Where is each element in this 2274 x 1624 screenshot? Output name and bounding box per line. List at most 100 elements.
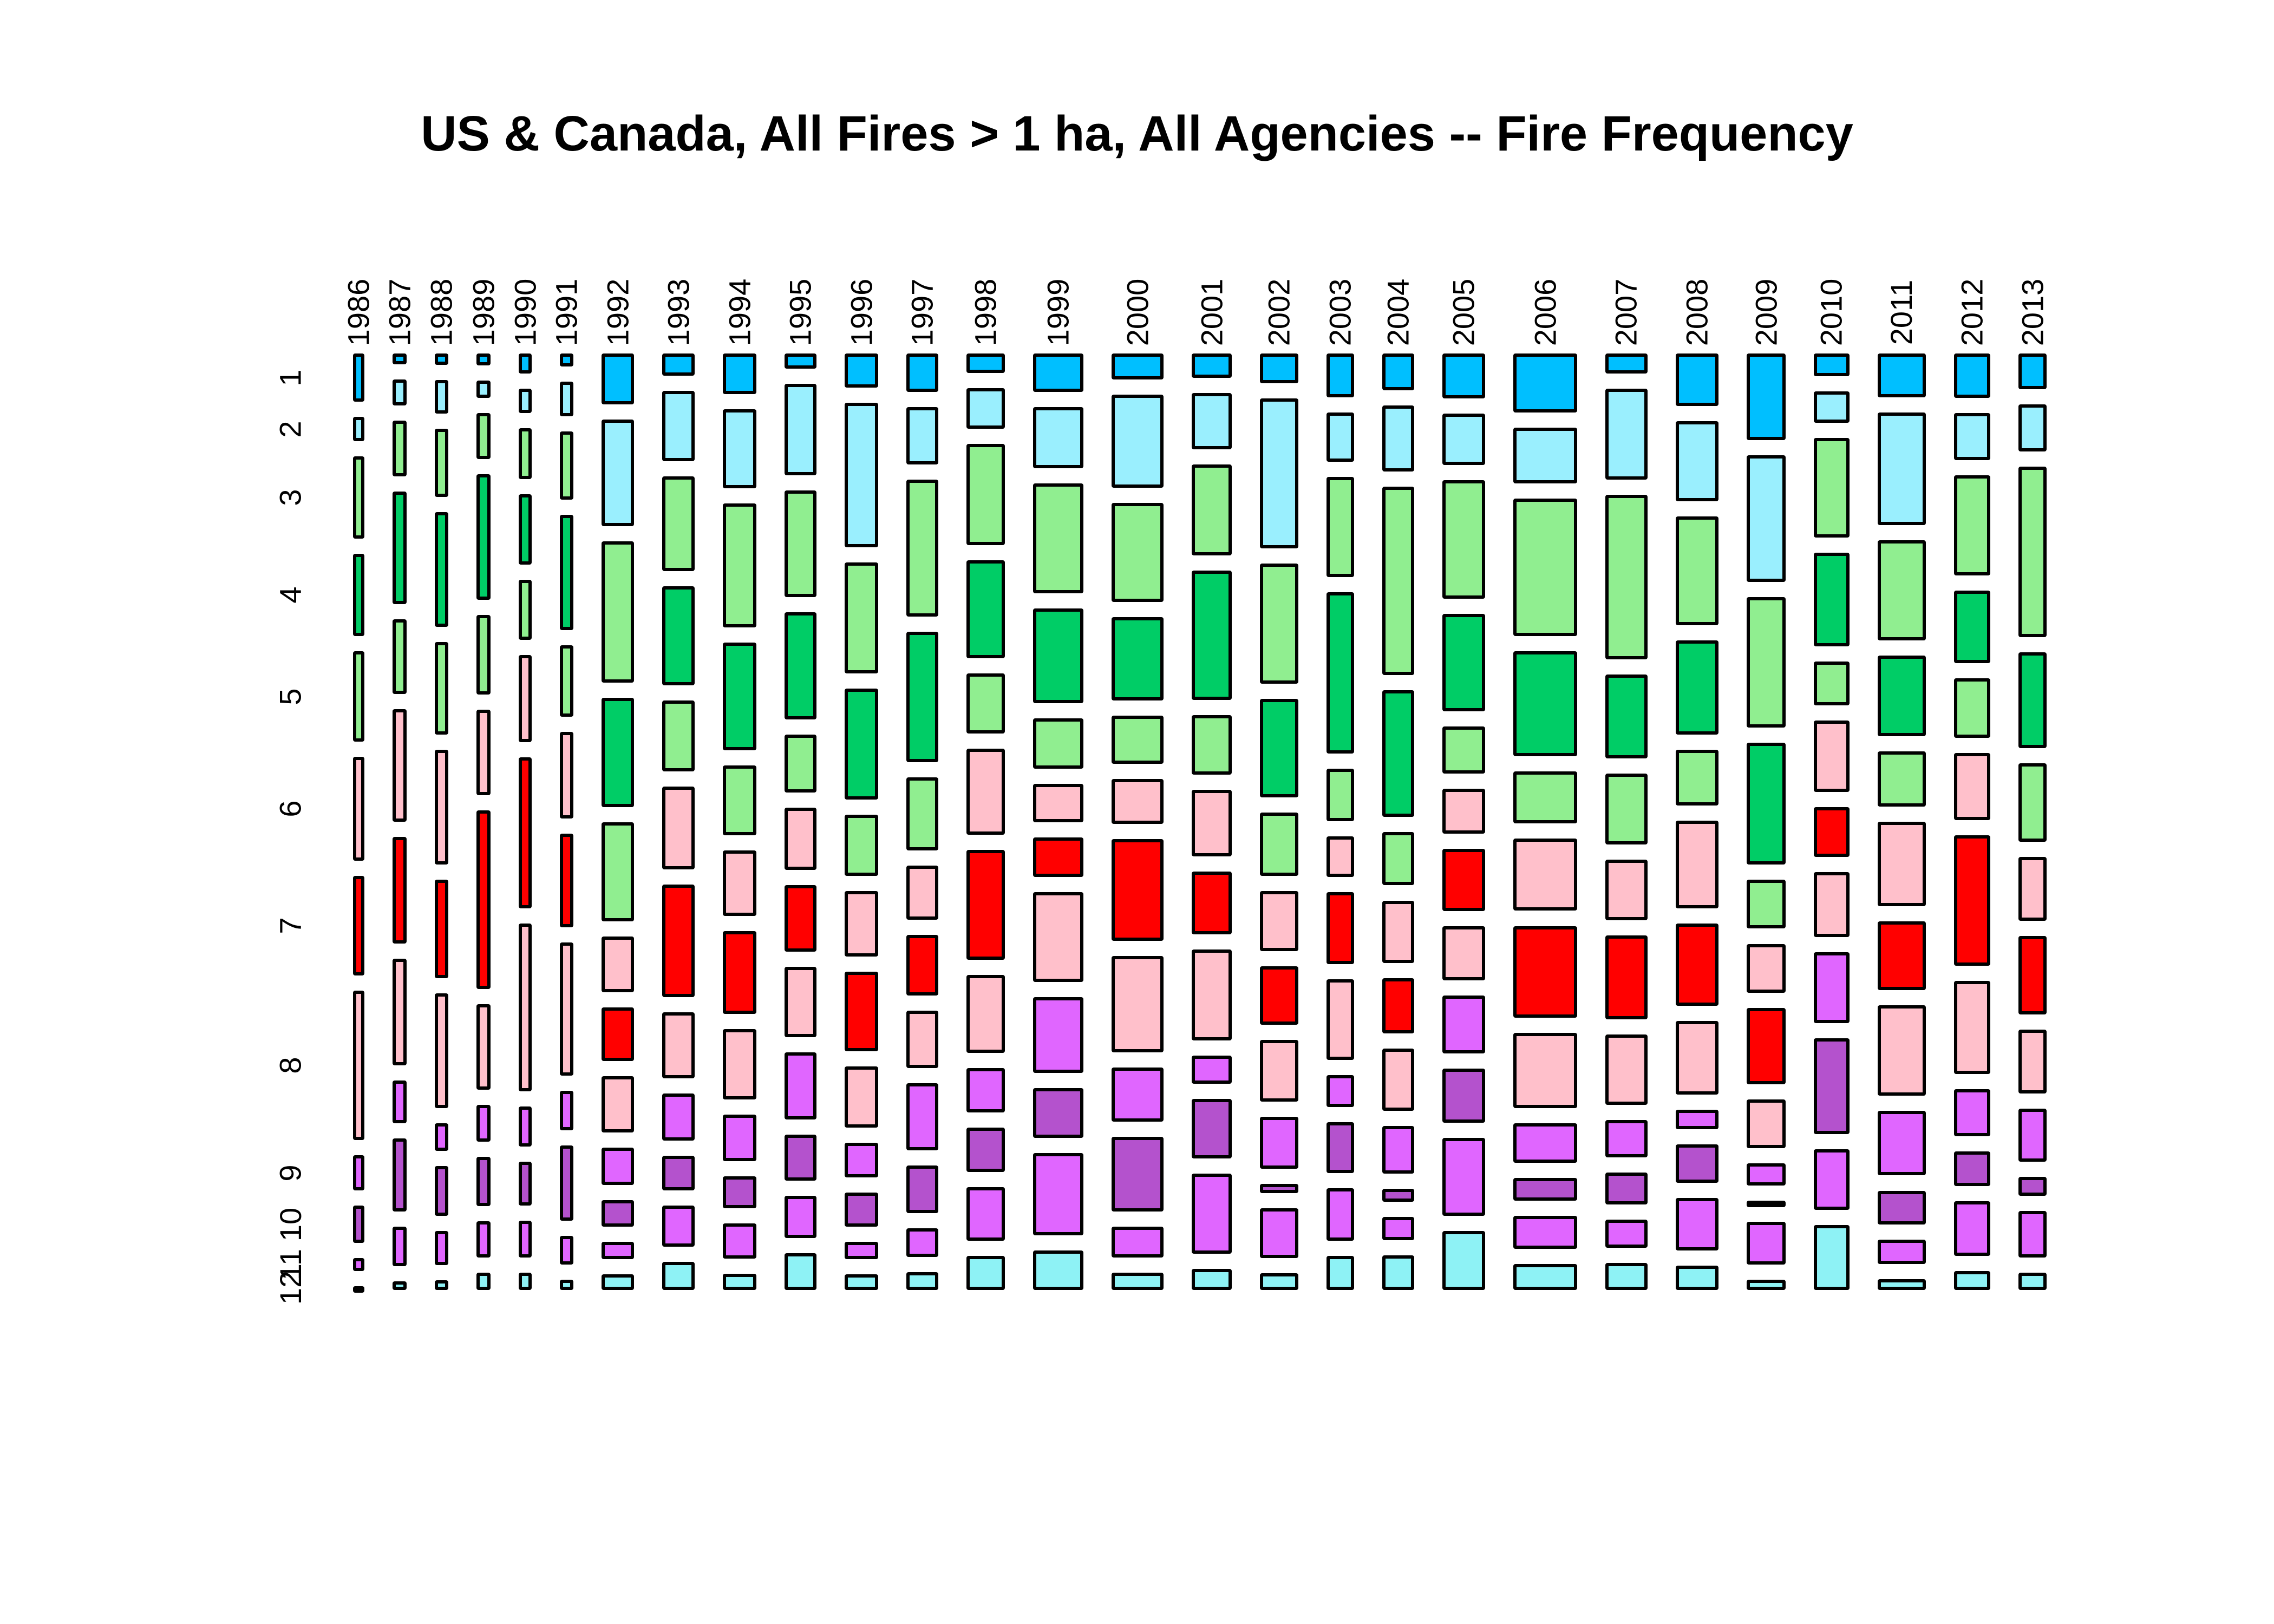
mosaic-cell-1988-m12 [434, 1280, 449, 1290]
mosaic-cell-1990-m1 [518, 353, 532, 374]
mosaic-cell-1998-m7 [966, 849, 1005, 960]
mosaic-cell-2002-m5 [1260, 813, 1298, 876]
mosaic-cell-1993-m3 [662, 476, 695, 571]
mosaic-cell-2002-m3 [1260, 564, 1298, 684]
mosaic-cell-2011-m5 [1877, 751, 1926, 807]
mosaic-cell-1987-m5 [393, 619, 407, 694]
mosaic-cell-2001-m11 [1191, 1173, 1232, 1254]
year-label-1987-text: 1987 [382, 278, 417, 346]
mosaic-cell-2011-m7 [1877, 921, 1926, 991]
mosaic-cell-2008-m11 [1675, 1197, 1719, 1250]
mosaic-cell-1993-m12 [662, 1261, 695, 1290]
year-label-2007-text: 2007 [1609, 278, 1643, 346]
mosaic-cell-1987-m7 [393, 837, 407, 944]
mosaic-cell-1987-m8 [393, 959, 407, 1066]
mosaic-cell-1996-m11 [845, 1241, 878, 1260]
mosaic-cell-1992-m4 [601, 698, 635, 808]
mosaic-cell-1993-m2 [662, 390, 695, 462]
mosaic-cell-1997-m5 [906, 777, 939, 851]
year-label-1993-text: 1993 [661, 278, 696, 346]
mosaic-cell-2011-m6 [1877, 821, 1926, 906]
mosaic-cell-2003-m8 [1326, 979, 1354, 1060]
mosaic-cell-2013-m9 [2018, 1109, 2047, 1162]
mosaic-cell-2011-m10 [1877, 1190, 1926, 1224]
mosaic-cell-2002-m8 [1260, 1040, 1298, 1102]
mosaic-cell-1990-m9 [518, 1106, 532, 1147]
mosaic-cell-2003-m2 [1326, 412, 1354, 462]
mosaic-cell-2002-m10 [1260, 1183, 1298, 1193]
mosaic-cell-2001-m10 [1191, 1098, 1232, 1158]
mosaic-cell-1994-m8 [722, 1029, 756, 1099]
mosaic-cell-2008-m12 [1675, 1265, 1719, 1290]
mosaic-cell-1993-m11 [662, 1205, 695, 1247]
mosaic-cell-2001-m12 [1191, 1269, 1232, 1290]
mosaic-cell-1990-m4 [518, 494, 532, 565]
mosaic-cell-2008-m2 [1675, 421, 1719, 502]
mosaic-cell-2004-m3 [1382, 487, 1415, 675]
mosaic-cell-2000-m4 [1112, 617, 1164, 701]
mosaic-cell-1999-m1 [1033, 353, 1084, 392]
mosaic-cell-1987-m3 [393, 420, 407, 477]
mosaic-cell-1991-m9 [560, 1090, 573, 1130]
mosaic-cell-2009-m3 [1747, 597, 1786, 728]
mosaic-cell-2001-m7 [1191, 871, 1232, 934]
mosaic-cell-1986-m1 [353, 353, 365, 402]
mosaic-cell-2009-m2 [1747, 455, 1786, 582]
mosaic-cell-2001-m1 [1191, 353, 1232, 378]
mosaic-cell-2000-m2 [1112, 395, 1164, 488]
year-label-1989-text: 1989 [466, 278, 501, 346]
mosaic-cell-1986-m5 [353, 651, 365, 742]
year-label-2010-text: 2010 [1814, 278, 1848, 346]
mosaic-cell-1996-m9 [845, 1143, 878, 1177]
mosaic-cell-2009-m8 [1747, 1099, 1786, 1148]
mosaic-cell-2003-m3 [1326, 477, 1354, 578]
mosaic-cell-1987-m11 [393, 1227, 407, 1267]
mosaic-cell-1996-m4 [845, 689, 878, 800]
mosaic-cell-2006-m1 [1513, 353, 1577, 412]
mosaic-cell-2008-m5 [1675, 749, 1719, 806]
mosaic-cell-2012-m11 [1953, 1201, 1990, 1256]
mosaic-cell-2005-m12 [1442, 1230, 1485, 1290]
mosaic-cell-2010-m9 [1813, 952, 1850, 1023]
mosaic-cell-1995-m2 [784, 384, 817, 476]
mosaic-cell-2012-m10 [1953, 1151, 1990, 1186]
mosaic-cell-2004-m12 [1382, 1255, 1415, 1290]
mosaic-cell-1994-m10 [722, 1176, 756, 1209]
mosaic-cell-1988-m9 [434, 1123, 449, 1151]
mosaic-cell-2009-m9 [1747, 1163, 1786, 1186]
mosaic-cell-1990-m11 [518, 1220, 532, 1258]
mosaic-cell-2005-m7 [1442, 848, 1485, 912]
mosaic-cell-1988-m5 [434, 641, 449, 735]
mosaic-cell-2011-m1 [1877, 353, 1926, 397]
year-label-1998-text: 1998 [968, 278, 1003, 346]
mosaic-cell-2006-m8 [1513, 1032, 1577, 1109]
mosaic-cell-1992-m6 [601, 936, 635, 993]
mosaic-cell-1987-m12 [393, 1281, 407, 1290]
mosaic-cell-2005-m2 [1442, 413, 1485, 465]
month-label-8-text: 8 [273, 1057, 308, 1074]
mosaic-cell-1998-m11 [966, 1187, 1005, 1241]
mosaic-cell-2012-m2 [1953, 412, 1990, 460]
year-label-1995-text: 1995 [783, 278, 818, 346]
mosaic-cell-1998-m12 [966, 1256, 1005, 1290]
mosaic-cell-2004-m6 [1382, 900, 1415, 963]
mosaic-cell-2012-m1 [1953, 353, 1990, 398]
mosaic-cell-2011-m9 [1877, 1110, 1926, 1176]
mosaic-cell-2006-m5 [1513, 771, 1577, 824]
mosaic-cell-2007-m11 [1605, 1220, 1648, 1248]
year-label-2013-text: 2013 [2015, 278, 2049, 346]
mosaic-cell-1989-m4 [476, 474, 491, 600]
mosaic-cell-2012-m6 [1953, 752, 1990, 820]
mosaic-cell-1995-m6 [784, 807, 817, 870]
mosaic-cell-1998-m5 [966, 673, 1005, 734]
mosaic-cell-1987-m1 [393, 353, 407, 365]
mosaic-cell-1990-m6 [518, 655, 532, 743]
year-label-2006-text: 2006 [1527, 278, 1562, 346]
mosaic-cell-2004-m2 [1382, 405, 1415, 472]
mosaic-cell-1992-m3 [601, 541, 635, 683]
mosaic-cell-1999-m10 [1033, 1088, 1084, 1138]
mosaic-cell-1989-m6 [476, 709, 491, 796]
mosaic-cell-1989-m9 [476, 1105, 491, 1142]
mosaic-cell-1986-m8 [353, 991, 365, 1140]
mosaic-cell-1986-m9 [353, 1155, 365, 1191]
